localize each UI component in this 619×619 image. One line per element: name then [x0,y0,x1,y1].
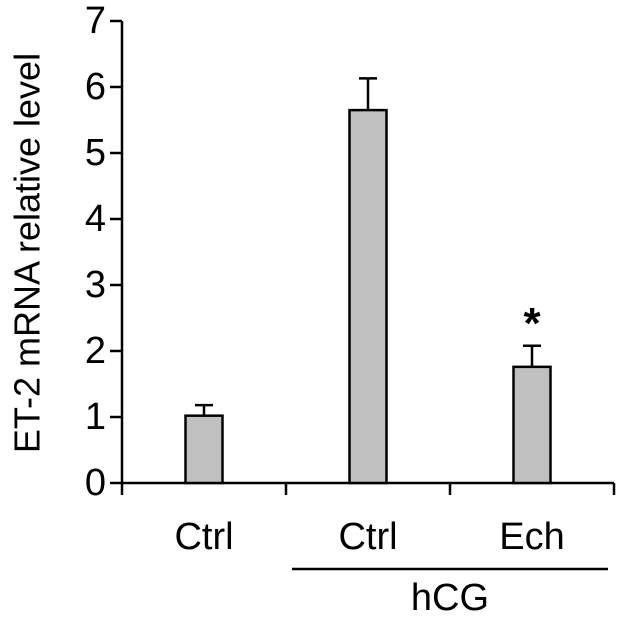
y-tick-label: 7 [85,0,106,42]
y-tick-label: 4 [85,198,106,240]
bar [348,108,388,485]
y-tick-label: 2 [85,330,106,372]
plot-area: 0 1 2 3 4 5 6 7 Ctrl Ctrl Ech * hCG [85,0,616,619]
y-tick-label: 6 [85,66,106,108]
group-label: hCG [411,577,489,619]
significance-asterisk: * [523,299,541,348]
bar [512,365,552,485]
y-tick-label: 3 [85,264,106,306]
category-label: Ctrl [338,516,397,558]
y-tick-label: 1 [85,396,106,438]
y-axis-label: ET-2 mRNA relative level [7,53,48,453]
y-tick-label: 5 [85,132,106,174]
bar [184,414,224,485]
category-label: Ech [499,516,564,558]
y-tick-label: 0 [85,462,106,504]
category-label: Ctrl [174,516,233,558]
